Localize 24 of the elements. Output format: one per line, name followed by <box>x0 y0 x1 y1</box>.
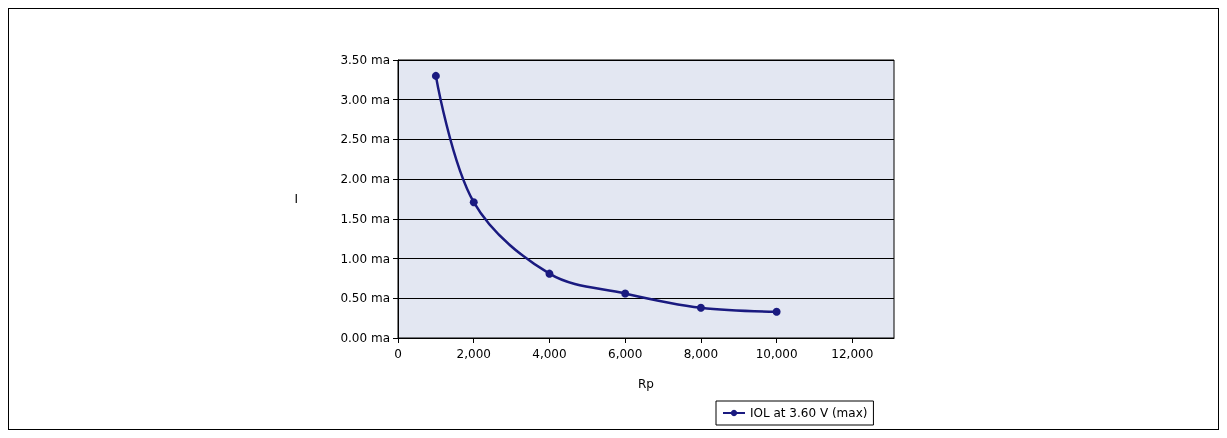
x-tick-label: 4,000 <box>532 347 567 361</box>
x-tick-label: 10,000 <box>755 347 798 361</box>
x-tick-label: 12,000 <box>831 347 874 361</box>
point <box>696 303 705 312</box>
y-tick-label: 3.00 ma <box>340 92 390 107</box>
legend-label: IOL at 3.60 V (max) <box>750 406 868 420</box>
y-tick-label: 2.00 ma <box>340 172 390 187</box>
x-tick-label: 2,000 <box>456 347 491 361</box>
y-tick-label: 2.50 ma <box>340 132 390 147</box>
x-axis-title: Rp <box>638 377 654 391</box>
x-tick-label: 8,000 <box>683 347 719 361</box>
point <box>621 289 630 298</box>
point <box>469 198 478 207</box>
point <box>431 71 440 80</box>
point <box>545 269 554 278</box>
y-tick-label: 0.00 ma <box>340 331 390 345</box>
y-tick-label: 1.50 ma <box>340 211 390 226</box>
x-tick-label: 6,000 <box>608 347 643 361</box>
point <box>772 307 781 316</box>
x-tick-label: 0 <box>394 347 402 361</box>
y-tick-label: 1.00 ma <box>340 251 390 266</box>
y-tick-label: 0.50 ma <box>340 291 390 306</box>
y-axis-title: I <box>294 192 298 206</box>
y-tick-label: 3.50 ma <box>340 53 390 67</box>
